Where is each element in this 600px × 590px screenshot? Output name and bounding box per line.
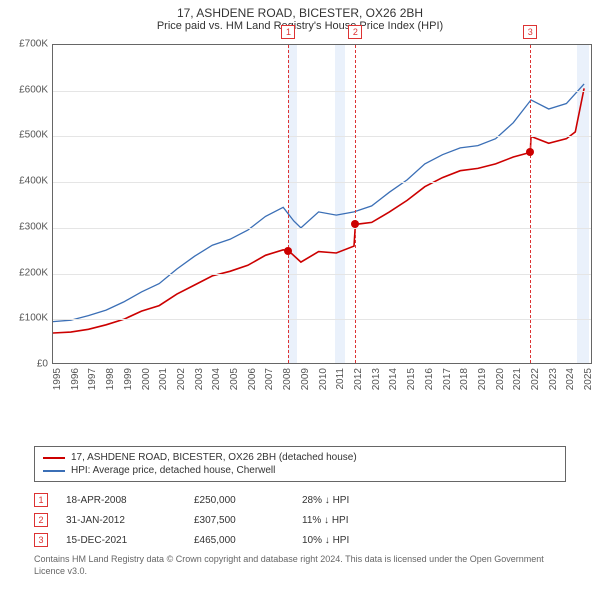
event-delta: 11% ↓ HPI [302,515,349,526]
event-price: £465,000 [194,535,284,546]
y-tick-label: £400K [19,176,48,187]
event-date: 18-APR-2008 [66,495,176,506]
event-row: 3 15-DEC-2021 £465,000 10% ↓ HPI [34,530,566,550]
x-tick-label: 2013 [371,368,382,390]
attribution: Contains HM Land Registry data © Crown c… [34,554,566,577]
line-layer [53,45,593,365]
x-tick-label: 2019 [477,368,488,390]
event-row: 2 31-JAN-2012 £307,500 11% ↓ HPI [34,510,566,530]
event-badge: 1 [34,493,48,507]
x-tick-label: 2003 [194,368,205,390]
event-table: 1 18-APR-2008 £250,000 28% ↓ HPI 2 31-JAN-201… [34,490,566,550]
y-tick-label: £500K [19,130,48,141]
event-price: £307,500 [194,515,284,526]
y-tick-label: £0 [37,359,48,370]
event-marker: 2 [348,25,362,39]
x-tick-label: 2005 [229,368,240,390]
legend-item: HPI: Average price, detached house, Cher… [43,464,557,477]
x-tick-label: 2018 [459,368,470,390]
x-tick-label: 2000 [141,368,152,390]
series-hpi [53,84,584,322]
legend-swatch [43,457,65,459]
x-tick-label: 2022 [530,368,541,390]
x-tick-label: 1999 [123,368,134,390]
x-tick-label: 2017 [442,368,453,390]
event-delta: 10% ↓ HPI [302,535,349,546]
x-tick-label: 2009 [300,368,311,390]
x-tick-label: 1997 [87,368,98,390]
event-row: 1 18-APR-2008 £250,000 28% ↓ HPI [34,490,566,510]
event-line [530,45,531,363]
price-dot [526,148,534,156]
y-axis: £0£100K£200K£300K£400K£500K£600K£700K [8,44,52,364]
x-tick-label: 2004 [211,368,222,390]
event-badge: 3 [34,533,48,547]
price-dot [351,220,359,228]
x-tick-label: 2011 [335,368,346,390]
event-delta: 28% ↓ HPI [302,495,349,506]
y-tick-label: £700K [19,39,48,50]
x-tick-label: 2007 [264,368,275,390]
x-axis: 1995 1996 1997 1998 1999 2000 2001 2002 2003 2004… [52,364,592,404]
event-marker: 3 [523,25,537,39]
event-date: 15-DEC-2021 [66,535,176,546]
chart: £0£100K£200K£300K£400K£500K£600K£700K 12… [8,44,592,404]
event-line [288,45,289,363]
x-tick-label: 2012 [353,368,364,390]
x-tick-label: 2001 [158,368,169,390]
event-date: 31-JAN-2012 [66,515,176,526]
x-tick-label: 2020 [495,368,506,390]
x-tick-label: 2023 [548,368,559,390]
y-tick-label: £200K [19,267,48,278]
y-tick-label: £300K [19,221,48,232]
x-tick-label: 2010 [318,368,329,390]
legend: 17, ASHDENE ROAD, BICESTER, OX26 2BH (de… [34,446,566,482]
x-tick-label: 2015 [406,368,417,390]
legend-item: 17, ASHDENE ROAD, BICESTER, OX26 2BH (de… [43,451,557,464]
x-tick-label: 2016 [424,368,435,390]
y-tick-label: £600K [19,84,48,95]
legend-label: HPI: Average price, detached house, Cher… [71,465,275,476]
x-tick-label: 2014 [388,368,399,390]
page-title: 17, ASHDENE ROAD, BICESTER, OX26 2BH [0,0,600,20]
x-tick-label: 1995 [52,368,63,390]
plot-area: 123 [52,44,592,364]
x-tick-label: 2002 [176,368,187,390]
x-tick-label: 2021 [512,368,523,390]
event-badge: 2 [34,513,48,527]
event-marker: 1 [281,25,295,39]
y-tick-label: £100K [19,313,48,324]
x-tick-label: 2008 [282,368,293,390]
event-price: £250,000 [194,495,284,506]
x-tick-label: 1998 [105,368,116,390]
legend-label: 17, ASHDENE ROAD, BICESTER, OX26 2BH (de… [71,452,357,463]
legend-swatch [43,470,65,472]
x-tick-label: 1996 [70,368,81,390]
x-tick-label: 2025 [583,368,594,390]
x-tick-label: 2006 [247,368,258,390]
event-line [355,45,356,363]
price-dot [284,247,292,255]
x-tick-label: 2024 [565,368,576,390]
page-subtitle: Price paid vs. HM Land Registry's House … [0,20,600,36]
